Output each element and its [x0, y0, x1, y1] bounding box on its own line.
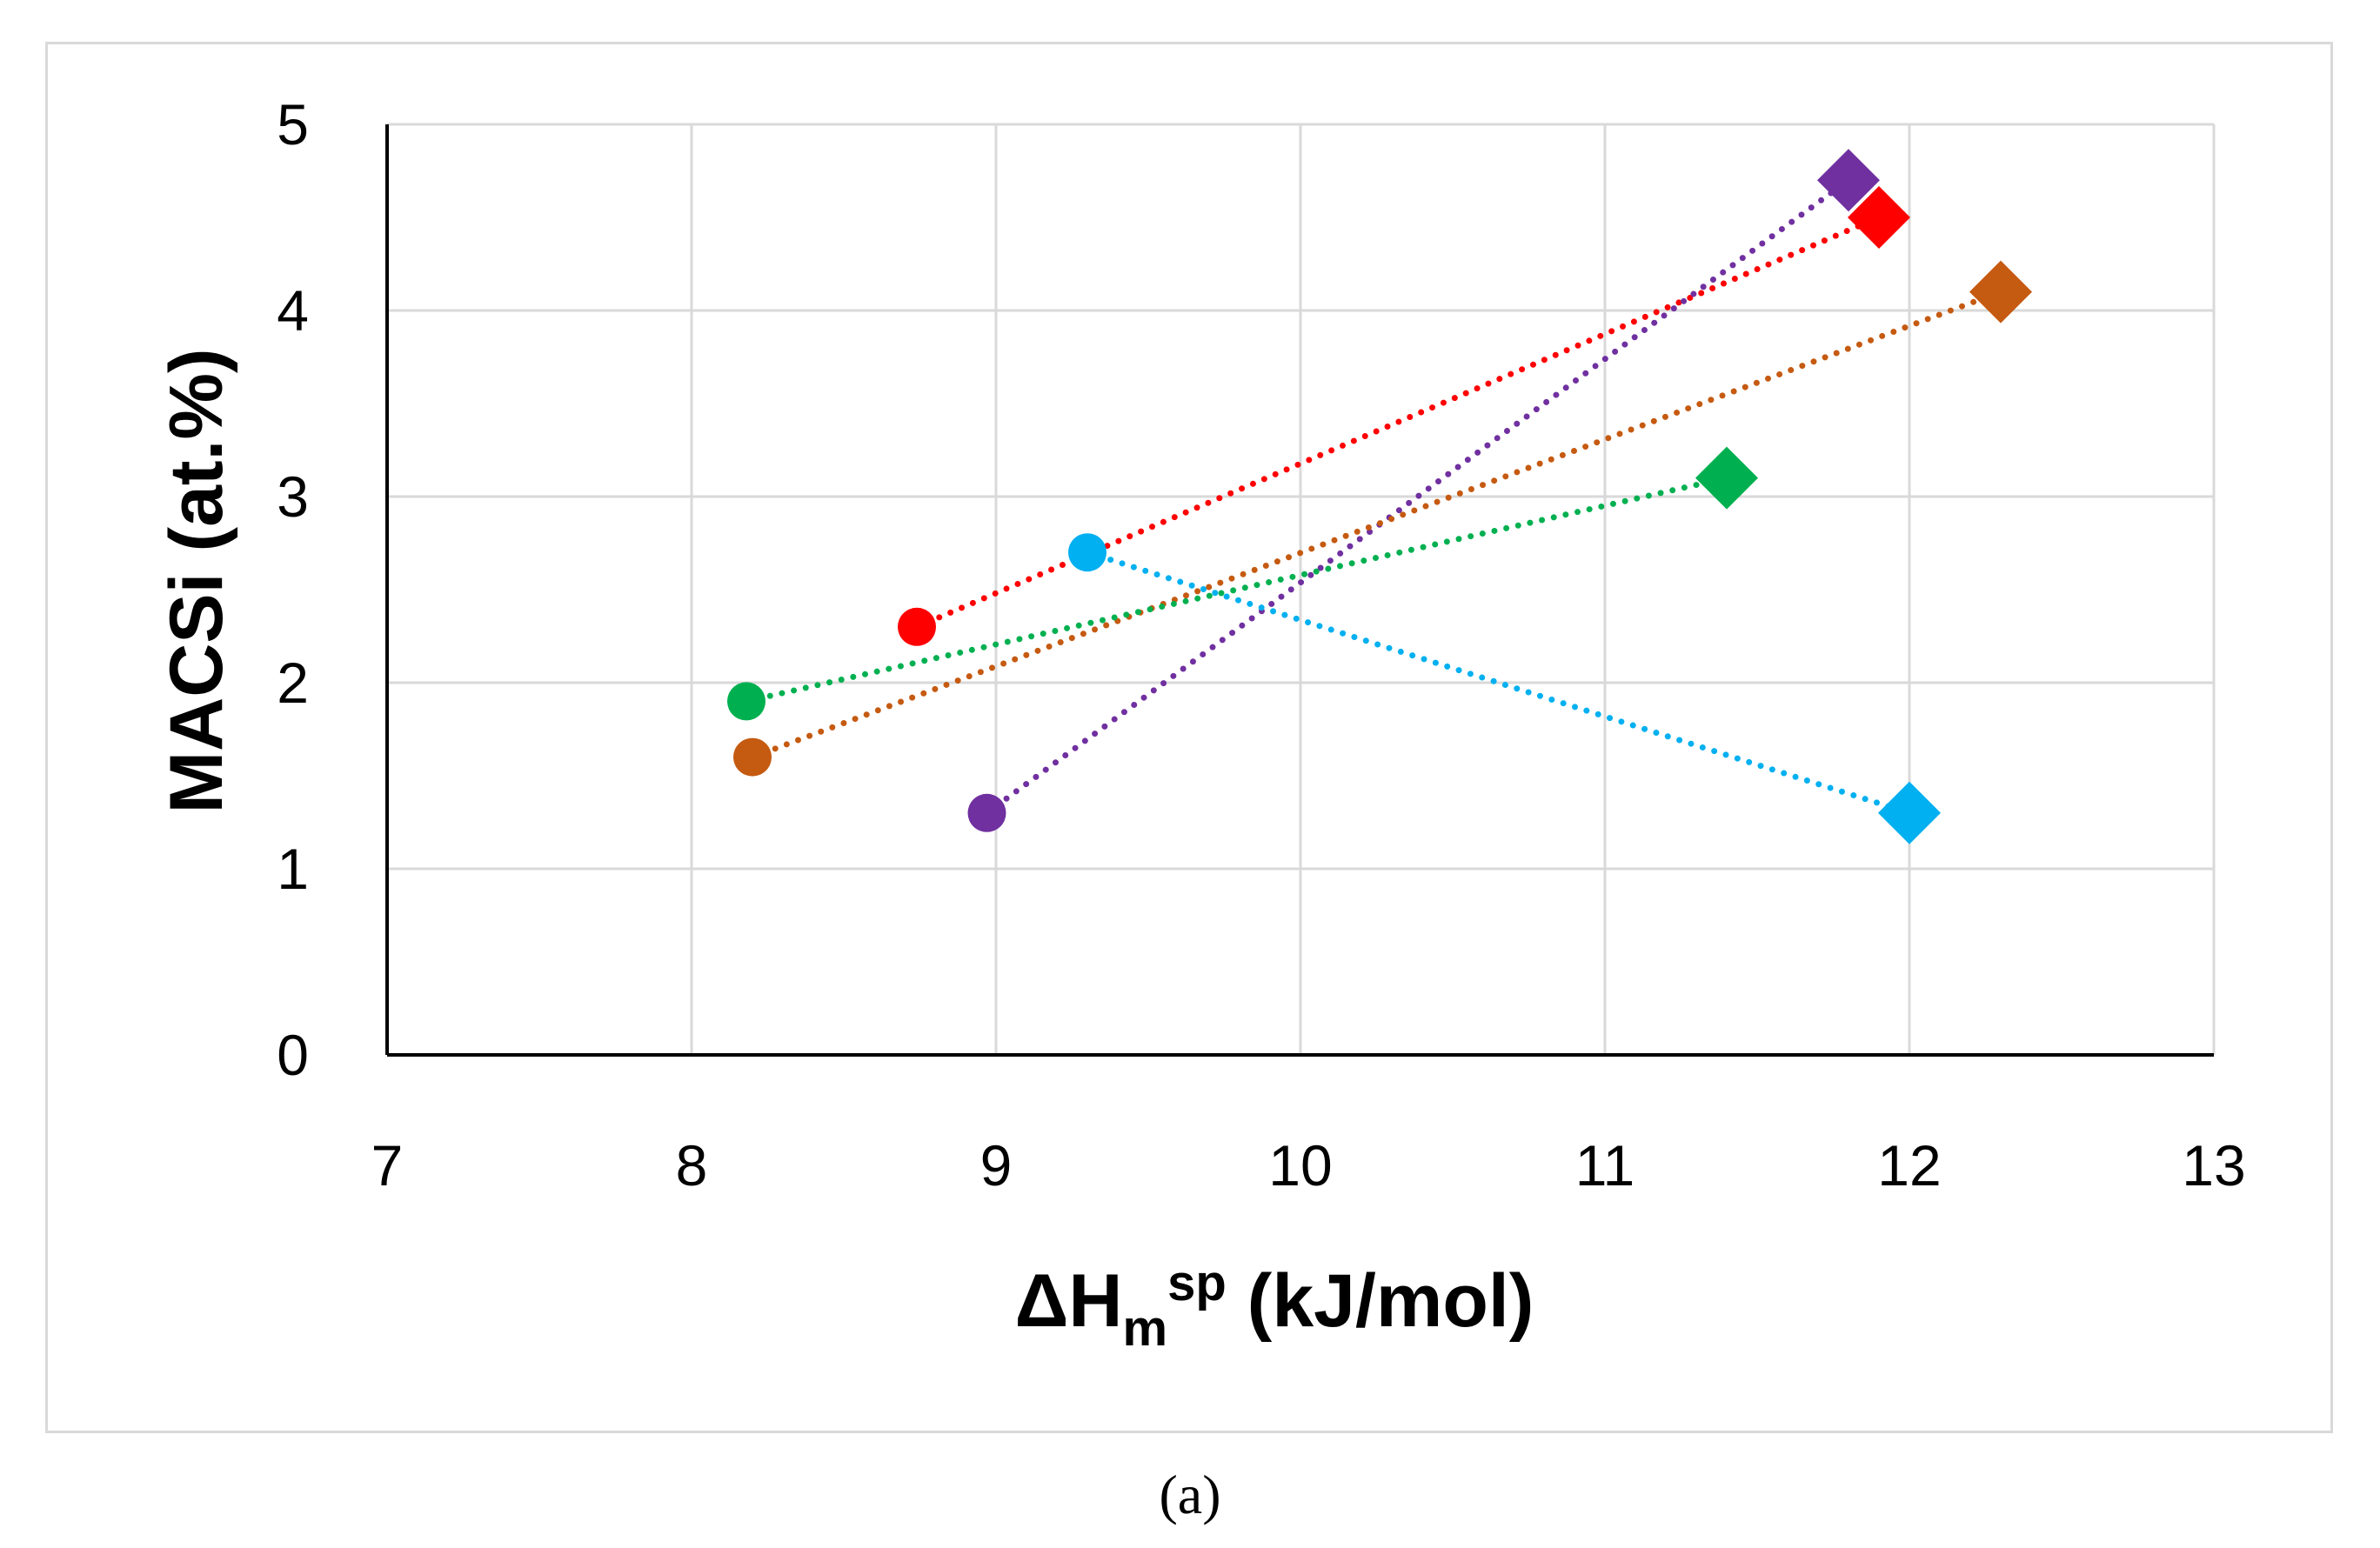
point-marker-red: [898, 607, 936, 646]
series-markers: [727, 149, 2032, 844]
point-marker-purple: [967, 793, 1006, 832]
series-line-red: [913, 214, 1882, 631]
y-tick-label: 0: [277, 1023, 309, 1087]
x-tick-label: 8: [676, 1133, 708, 1198]
series-line-purple: [984, 177, 1852, 817]
point-marker-orange: [733, 737, 772, 777]
axis-titles: ΔHmsp (kJ/mol) MACSi (at.%): [155, 348, 1534, 1357]
series-line-orange: [749, 289, 2004, 761]
point-marker-purple: [1817, 149, 1880, 212]
panel-caption: (a): [1159, 1464, 1221, 1525]
point-marker-green: [1695, 446, 1758, 510]
y-tick-label: 4: [277, 278, 309, 343]
grid-layer: [387, 123, 2216, 1055]
point-marker-green: [727, 682, 765, 721]
y-tick-label: 5: [277, 92, 309, 157]
x-tick-label: 11: [1575, 1133, 1635, 1198]
point-marker-orange: [1969, 260, 2032, 324]
x-tick-label: 10: [1268, 1133, 1332, 1198]
y-tick-label: 1: [277, 837, 309, 901]
y-axis-title: MACSi (at.%): [155, 348, 238, 813]
point-marker-blue: [1878, 781, 1941, 844]
x-tick-label: 9: [980, 1133, 1013, 1198]
series-line-green: [743, 475, 1730, 704]
x-axis-title: ΔHmsp (kJ/mol): [1015, 1255, 1534, 1357]
x-tick-label: 7: [371, 1133, 404, 1198]
y-tick-label: 3: [277, 464, 309, 529]
series-lines: [743, 177, 2004, 817]
point-marker-blue: [1068, 533, 1106, 572]
chart-frame: [45, 42, 2333, 1433]
x-tick-label: 12: [1877, 1133, 1941, 1198]
series-line-blue: [1084, 549, 1913, 817]
x-tick-label: 13: [2182, 1133, 2245, 1198]
point-marker-red: [1848, 186, 1910, 249]
y-tick-label: 2: [277, 651, 309, 715]
axis-layer: [385, 124, 2214, 1057]
